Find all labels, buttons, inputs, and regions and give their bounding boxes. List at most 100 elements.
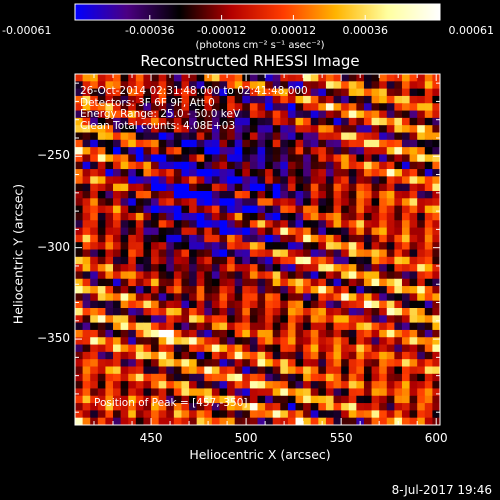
heatmap-cell <box>409 249 418 258</box>
heatmap-cell <box>196 234 205 243</box>
heatmap-cell <box>310 366 319 375</box>
heatmap-cell <box>348 169 357 177</box>
heatmap-cell <box>234 198 243 207</box>
heatmap-cell <box>196 95 205 104</box>
heatmap-cell <box>280 373 289 382</box>
heatmap-cell <box>303 139 312 148</box>
heatmap-cell <box>424 242 433 251</box>
heatmap-cell <box>363 403 373 411</box>
heatmap-cell <box>173 147 183 156</box>
heatmap-cell <box>394 88 403 97</box>
heatmap-cell <box>424 315 433 324</box>
heatmap-cell <box>363 183 373 192</box>
heatmap-cell <box>409 88 418 97</box>
heatmap-cell <box>356 220 365 229</box>
heatmap-cell <box>97 242 107 251</box>
heatmap-cell <box>249 110 259 119</box>
heatmap-cell <box>287 337 297 346</box>
heatmap-cell <box>113 198 122 207</box>
heatmap-cell <box>401 110 411 119</box>
heatmap-cell <box>173 242 183 251</box>
heatmap-cell <box>341 176 350 185</box>
heatmap-cell <box>97 381 107 390</box>
heatmap-cell <box>333 110 342 119</box>
heatmap-cell <box>257 242 266 251</box>
heatmap-cell <box>151 74 160 82</box>
heatmap-cell <box>310 337 319 346</box>
heatmap-cell <box>249 183 259 192</box>
heatmap-cell <box>196 154 205 163</box>
heatmap-cell <box>409 125 418 134</box>
heatmap-cell <box>280 176 289 185</box>
heatmap-cell <box>272 256 281 265</box>
heatmap-cell <box>211 410 221 419</box>
heatmap-cell <box>257 344 266 353</box>
heatmap-cell <box>120 293 129 302</box>
heatmap-cell <box>417 191 426 199</box>
heatmap-cell <box>417 81 426 90</box>
heatmap-cell <box>280 395 289 404</box>
heatmap-cell <box>143 381 152 390</box>
heatmap-cell <box>204 198 213 207</box>
heatmap-cell <box>242 322 251 331</box>
heatmap-cell <box>128 300 137 309</box>
heatmap-cell <box>166 220 175 229</box>
heatmap-cell <box>158 198 167 207</box>
heatmap-cell <box>409 264 418 273</box>
heatmap-cell <box>409 161 418 170</box>
heatmap-cell <box>181 344 190 353</box>
heatmap-cell <box>409 373 418 382</box>
heatmap-cell <box>75 300 84 309</box>
heatmap-cell <box>143 373 152 382</box>
heatmap-cell <box>166 249 175 258</box>
heatmap-cell <box>287 293 297 302</box>
heatmap-cell <box>295 381 304 390</box>
heatmap-cell <box>409 154 418 163</box>
heatmap-cell <box>158 351 167 360</box>
heatmap-cell <box>432 212 440 221</box>
heatmap-cell <box>325 88 335 97</box>
heatmap-cell <box>143 169 152 177</box>
heatmap-cell <box>432 351 440 360</box>
heatmap-cell <box>356 103 365 112</box>
heatmap-cell <box>227 139 236 148</box>
heatmap-cell <box>204 388 213 397</box>
heatmap-cell <box>113 344 122 353</box>
heatmap-cell <box>143 395 152 404</box>
heatmap-cell <box>363 74 373 82</box>
heatmap-cell <box>394 403 403 411</box>
heatmap-cell <box>386 271 395 280</box>
heatmap-cell <box>105 337 114 346</box>
heatmap-cell <box>249 117 259 126</box>
heatmap-cell <box>363 381 373 390</box>
heatmap-cell <box>310 403 319 411</box>
heatmap-cell <box>401 154 411 163</box>
heatmap-cell <box>211 234 221 243</box>
y-tick-label: −250 <box>37 148 70 163</box>
heatmap-cell <box>105 147 114 156</box>
heatmap-cell <box>135 198 145 207</box>
heatmap-cell <box>265 271 274 280</box>
heatmap-cell <box>204 344 213 353</box>
heatmap-cell <box>318 191 327 199</box>
heatmap-cell <box>348 212 357 221</box>
heatmap-cell <box>196 139 205 148</box>
heatmap-cell <box>318 388 327 397</box>
heatmap-cell <box>90 198 99 207</box>
heatmap-cell <box>181 176 190 185</box>
heatmap-cell <box>318 359 327 368</box>
heatmap-cell <box>249 132 259 141</box>
heatmap-cell <box>295 220 304 229</box>
heatmap-cell <box>219 264 228 273</box>
heatmap-cell <box>173 103 183 112</box>
heatmap-cell <box>151 271 160 280</box>
heatmap-cell <box>265 161 274 170</box>
heatmap-cell <box>356 351 365 360</box>
heatmap-cell <box>196 359 205 368</box>
heatmap-cell <box>242 344 251 353</box>
heatmap-cell <box>394 103 403 112</box>
heatmap-cell <box>401 249 411 258</box>
heatmap-cell <box>265 300 274 309</box>
heatmap-cell <box>173 359 183 368</box>
heatmap-cell <box>295 278 304 287</box>
